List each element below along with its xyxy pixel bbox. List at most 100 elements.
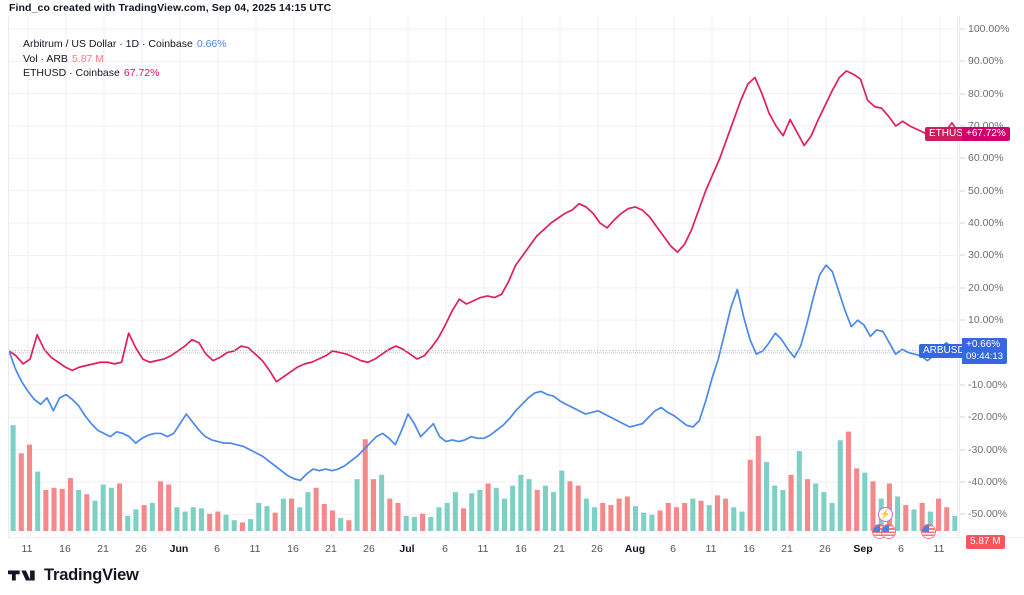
volume-bar: [673, 507, 679, 531]
volume-bar: [231, 520, 237, 531]
volume-bar: [895, 496, 901, 531]
volume-bar: [18, 453, 24, 531]
chart-plot-area[interactable]: Arbitrum / US Dollar · 1D · Coinbase 0.66…: [8, 16, 958, 537]
flag-canton: [882, 525, 889, 532]
price-tick-label: 90.00%: [968, 55, 1004, 68]
time-tick-day-label: 21: [553, 543, 565, 555]
volume-bar: [256, 502, 262, 531]
volume-bar: [239, 522, 245, 531]
us-flag-icon[interactable]: [921, 524, 936, 539]
price-tag-ethusd-label[interactable]: ETHUSD: [925, 127, 975, 142]
price-tick-dash: [960, 157, 965, 159]
volume-bar: [313, 487, 319, 531]
volume-bar: [436, 507, 442, 531]
volume-bar: [919, 502, 925, 531]
volume-bar: [117, 483, 123, 531]
volume-bar: [845, 431, 851, 531]
volume-bar: [198, 508, 204, 531]
volume-bar: [84, 494, 90, 531]
volume-bar: [583, 498, 589, 531]
volume-bar: [723, 498, 729, 531]
price-tick-label: 80.00%: [968, 87, 1004, 100]
time-tick-day-label: 26: [591, 543, 603, 555]
volume-bar: [59, 488, 65, 531]
volume-bar: [534, 489, 540, 531]
price-tag-volume-value[interactable]: 5.87 M: [966, 535, 1005, 549]
volume-bar: [780, 489, 786, 531]
tradingview-logo[interactable]: TradingView: [8, 566, 139, 585]
volume-bar: [837, 440, 843, 531]
volume-bar: [698, 500, 704, 531]
volume-bar: [346, 520, 352, 531]
price-tick-label: -50.00%: [968, 508, 1008, 521]
volume-bar: [764, 461, 770, 531]
time-tick-day-label: 16: [515, 543, 527, 555]
price-tag-arbusd-label[interactable]: ARBUSD: [919, 344, 969, 359]
volume-bar: [649, 514, 655, 531]
volume-bar: [706, 505, 712, 531]
volume-bar: [731, 507, 737, 531]
price-tag-ethusd-value[interactable]: +67.72%: [962, 127, 1010, 142]
volume-bar: [370, 479, 376, 531]
price-tick-dash: [960, 60, 965, 62]
volume-bar: [207, 513, 213, 531]
volume-bar: [403, 515, 409, 531]
volume-bar: [248, 519, 254, 531]
volume-bar: [747, 459, 753, 531]
volume-bar: [575, 485, 581, 531]
volume-bar: [166, 484, 172, 531]
volume-bar: [632, 506, 639, 531]
price-tick-label: 40.00%: [968, 217, 1004, 230]
volume-bar: [387, 498, 393, 531]
volume-bar: [469, 493, 475, 531]
price-tick-dash: [960, 319, 965, 321]
volume-bar: [796, 451, 802, 531]
us-flag-glyph: [921, 524, 936, 539]
flag-canton: [873, 525, 880, 532]
volume-bar: [854, 468, 860, 531]
volume-bar: [518, 474, 524, 531]
volume-bar: [125, 515, 131, 531]
price-tag-arbusd-percent: +0.66%: [966, 339, 1001, 351]
volume-svg: [10, 425, 957, 531]
price-tick-label: -20.00%: [968, 411, 1008, 424]
series-line-ethusd: [9, 70, 957, 383]
volume-bar: [870, 481, 876, 531]
volume-bar: [35, 471, 41, 531]
time-tick-day-label: 6: [670, 543, 676, 555]
lightning-bolt-glyph: ⚡: [878, 507, 893, 522]
time-axis[interactable]: 11 16 21 26 Jun 6 11 16 21 26 Jul 6 11 16 21 26 Aug 6 11 16…: [8, 537, 1024, 561]
volume-bar: [682, 502, 688, 531]
volume-bar: [616, 498, 622, 531]
time-tick-day-label: 6: [898, 543, 904, 555]
volume-bar: [911, 509, 917, 531]
volume-bar: [76, 489, 82, 531]
price-tag-arbusd-value[interactable]: +0.66% 09:44:13: [962, 338, 1007, 365]
time-tick-month-label: Jun: [169, 543, 189, 555]
price-tick-dash: [960, 287, 965, 289]
time-tick-day-label: 26: [135, 543, 147, 555]
price-axis[interactable]: 100.00% 90.00% 80.00% 70.00% 60.00% 50.00% 40.…: [959, 16, 1024, 537]
time-tick-day-label: 21: [97, 543, 109, 555]
volume-bar: [338, 518, 344, 531]
volume-bar: [444, 502, 450, 531]
bolt-icon[interactable]: ⚡: [878, 507, 893, 522]
volume-bar: [608, 505, 614, 531]
us-flag-icon[interactable]: [881, 524, 896, 539]
volume-bar: [10, 425, 16, 531]
volume-bar: [952, 515, 957, 531]
time-tick-day-label: 11: [249, 543, 261, 555]
volume-bar: [485, 483, 491, 531]
volume-bar: [592, 507, 598, 531]
time-tick-day-label: 11: [933, 543, 945, 555]
volume-bar: [182, 511, 188, 531]
volume-bar: [493, 487, 499, 531]
volume-bar: [289, 498, 295, 531]
series-svg: [9, 70, 957, 482]
time-tick-day-label: 16: [59, 543, 71, 555]
price-tick-dash: [960, 513, 965, 515]
volume-bar: [43, 489, 49, 531]
attribution-text: Find_co created with TradingView.com, Se…: [9, 2, 332, 14]
time-tick-month-label: Jul: [399, 543, 415, 555]
volume-bar: [739, 511, 745, 531]
